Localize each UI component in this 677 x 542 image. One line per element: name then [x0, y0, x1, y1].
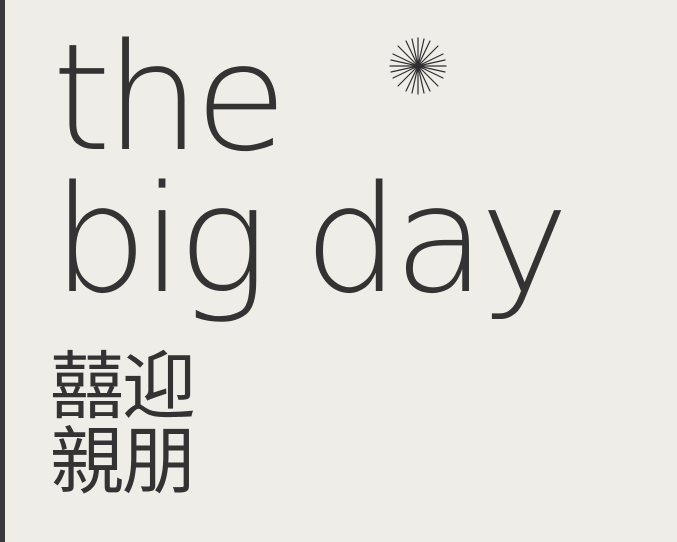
cjk-line-2: 親朋: [50, 419, 196, 505]
title-line-big-day: big day: [52, 154, 569, 326]
starburst-icon: [389, 37, 447, 95]
left-edge-border: [0, 0, 5, 542]
cjk-line-1: 囍迎: [50, 344, 196, 430]
title-line-the: the: [52, 12, 288, 184]
